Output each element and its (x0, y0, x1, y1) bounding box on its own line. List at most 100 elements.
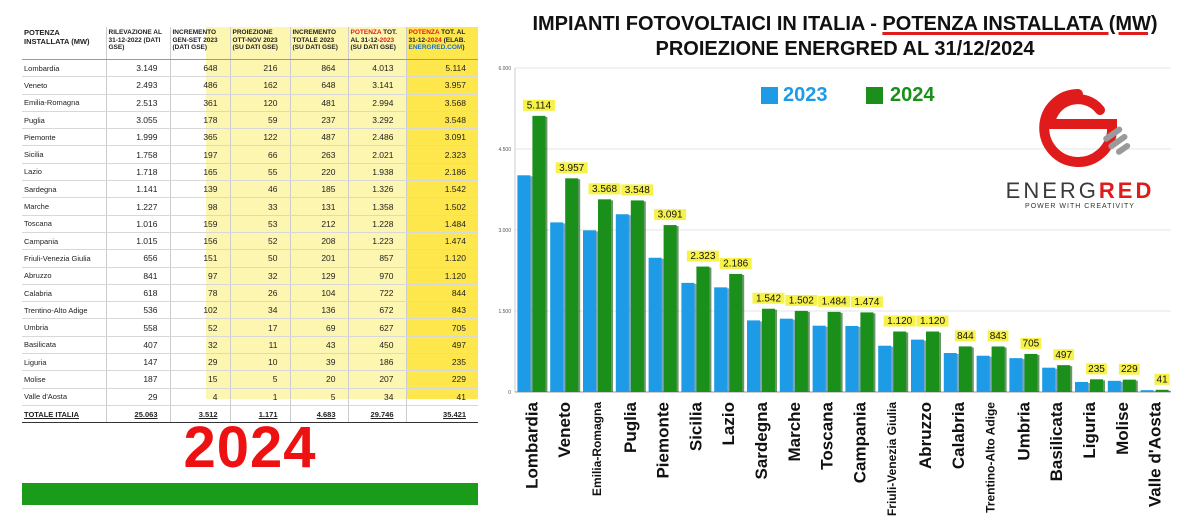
data-label-bg (987, 330, 1009, 342)
table-cell-value: 407 (105, 336, 170, 355)
bar-2024 (1024, 353, 1038, 392)
data-label-bg (850, 296, 883, 308)
bar-2023 (976, 355, 990, 392)
data-label: 3.091 (658, 210, 683, 221)
x-category-label: Marche (785, 402, 804, 462)
data-label-bg (785, 294, 818, 306)
year-label: 2024 (183, 415, 317, 480)
data-label: 41 (1157, 374, 1169, 385)
table-cell-value: 1.999 (105, 128, 170, 147)
x-category-label: Molise (1113, 402, 1132, 455)
table-cell-value: 1.120 (405, 249, 478, 268)
table-cell-value: 970 (347, 267, 406, 285)
table-row: Sicilia 1.758 197 66 263 2.021 2.323 (22, 145, 478, 164)
data-label-bg (719, 257, 752, 269)
table-cell-region: Umbria (22, 318, 106, 337)
x-category-label: Puglia (621, 401, 640, 453)
table-cell-value: 4.013 (347, 59, 406, 78)
table-cell-value: 98 (169, 197, 230, 216)
bar-2024 (565, 178, 579, 392)
data-label: 1.474 (854, 297, 879, 308)
table-cell-value: 53 (229, 215, 290, 233)
table-cell-region: Basilicata (22, 336, 106, 355)
bar-2023 (550, 222, 564, 392)
table-cell-value: 59 (229, 111, 290, 130)
total-value: 3.512 (169, 405, 230, 424)
table-cell-value: 2.323 (405, 145, 478, 164)
table-cell-value: 34 (229, 301, 290, 320)
table-cell-region: Calabria (22, 284, 106, 303)
table-cell-region: Marche (22, 197, 106, 216)
bar-2023 (517, 175, 531, 392)
data-label-bg (954, 330, 976, 342)
total-value: 1.171 (229, 405, 290, 424)
table-cell-region: Lombardia (22, 59, 106, 78)
table-cell-value: 648 (289, 76, 348, 95)
table-cell-value: 55 (229, 163, 290, 182)
table-cell-value: 187 (105, 370, 170, 389)
table-cell-region: Sardegna (22, 180, 106, 199)
bar-2023 (1042, 367, 1056, 392)
table-cell-value: 78 (169, 284, 230, 303)
bar-2024 (1155, 389, 1169, 392)
table-cell-value: 1.326 (347, 180, 406, 199)
header-tot-2024: POTENZA TOT. AL 31-12-2024 (ELAB. ENERGR… (405, 27, 478, 60)
table-row: Trentino-Alto Adige 536 102 34 136 672 843 (22, 301, 478, 320)
data-label: 3.568 (592, 184, 617, 195)
table-cell-value: 136 (289, 301, 348, 320)
table-cell-value: 1.938 (347, 163, 406, 182)
table-cell-region: Sicilia (22, 145, 106, 164)
legend-label-2024: 2024 (890, 84, 935, 106)
table-row: Marche 1.227 98 33 131 1.358 1.502 (22, 197, 478, 216)
x-category-label: Emilia-Romagna (590, 402, 604, 496)
total-value: 25.063 (105, 405, 170, 424)
logo-tagline: POWER WITH CREATIVITY (1025, 203, 1135, 210)
bar-2024 (860, 312, 874, 392)
chart-title-line: IMPIANTI FOTOVOLTAICI IN ITALIA - POTENZ… (532, 13, 1158, 35)
table-cell-value: 841 (105, 267, 170, 285)
table-cell-value: 5.114 (405, 59, 478, 78)
table-cell-value: 2.186 (405, 163, 478, 182)
x-category-label: Lazio (719, 402, 738, 445)
table-cell-value: 235 (405, 353, 478, 372)
table-cell-value: 1.141 (105, 180, 170, 199)
bar-2024 (729, 273, 743, 392)
bar-2024 (1090, 379, 1103, 392)
data-label-bg (1020, 337, 1042, 349)
table-row: Calabria 618 78 26 104 722 844 (22, 284, 478, 303)
bar-chart: 0 1.500 3.000 4.500 6.000 5.114 Lombardia 3.957… (498, 66, 1171, 516)
table-cell-value: 656 (105, 249, 170, 268)
legend-swatch-2024 (866, 87, 883, 104)
table-cell-value: 1.120 (405, 267, 478, 285)
data-label-bg (1154, 373, 1170, 385)
table-cell-value: 3.091 (405, 128, 478, 147)
table-cell-value: 365 (169, 128, 230, 147)
table-cell-region: Valle d'Aosta (22, 388, 106, 406)
table-cell-region: Liguria (22, 353, 106, 372)
table-cell-value: 97 (169, 267, 230, 285)
table-cell-value: 186 (347, 353, 406, 372)
table-cell-value: 39 (289, 353, 348, 372)
table-cell-value: 1.718 (105, 163, 170, 182)
bar-2023 (812, 325, 826, 392)
table-cell-value: 864 (289, 59, 348, 78)
total-value: 29.746 (347, 405, 406, 424)
data-label-bg (621, 184, 654, 196)
data-label: 497 (1055, 350, 1072, 361)
bar-2023 (878, 345, 892, 392)
table-cell-value: 843 (405, 301, 478, 320)
data-label-bg (883, 315, 916, 327)
bar-2024 (630, 200, 644, 392)
y-tick-label: 4.500 (498, 147, 511, 153)
table-cell-value: 10 (229, 353, 290, 372)
table-cell-value: 52 (169, 318, 230, 337)
table-cell-region: Toscana (22, 215, 106, 233)
y-tick-label: 1.500 (498, 309, 511, 315)
table-cell-value: 1.358 (347, 197, 406, 216)
table-cell-region: Friuli-Venezia Giulia (22, 249, 106, 268)
green-strip (22, 483, 478, 505)
table-cell-value: 216 (229, 59, 290, 78)
table-cell-value: 648 (169, 59, 230, 78)
data-label-bg (1086, 363, 1107, 375)
table-cell-value: 147 (105, 353, 170, 372)
